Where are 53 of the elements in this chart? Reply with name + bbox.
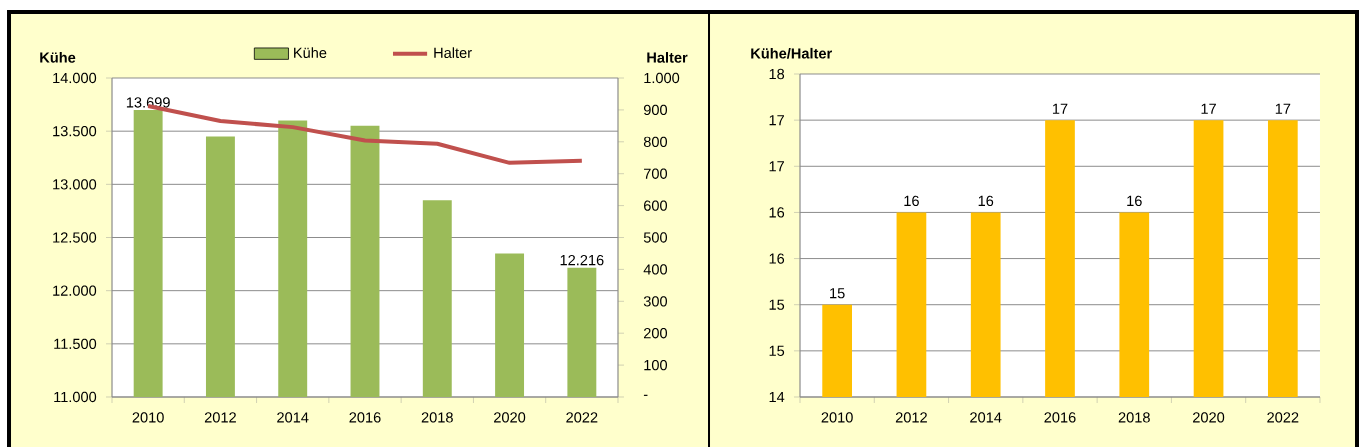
data-label: 16 (904, 195, 919, 207)
y2-tick-label: 700 (644, 168, 668, 179)
y-tick-label: 14 (769, 391, 785, 403)
y2-tick-label: 300 (643, 296, 668, 307)
y2-tick-label: 600 (644, 200, 668, 211)
data-label: 17 (1275, 103, 1291, 114)
y-tick-label: 16 (769, 207, 785, 218)
x-tick-label: 2018 (1118, 412, 1150, 423)
y-tick-label: 15 (769, 299, 785, 310)
x-tick-label: 2020 (494, 412, 526, 423)
y2-tick-label: 900 (643, 104, 668, 116)
y2-tick-label: 100 (644, 359, 668, 371)
legend-label: Kühe (294, 47, 327, 59)
y2-axis-title: Halter (647, 52, 688, 63)
data-label: 16 (1127, 195, 1142, 207)
x-tick-label: 2014 (277, 412, 309, 423)
x-tick-label: 2012 (895, 412, 927, 423)
y-tick-label: 13.500 (53, 126, 97, 137)
y-axis-title: Kühe/Halter (751, 47, 832, 59)
y-tick-label: 14.000 (53, 72, 97, 84)
y2-tick-label: - (643, 394, 648, 396)
y-tick-label: 18 (769, 68, 785, 80)
x-tick-label: 2012 (204, 412, 236, 423)
data-label: 17 (1052, 103, 1068, 114)
data-label: 17 (1201, 103, 1216, 114)
y-tick-label: 15 (769, 345, 785, 356)
y-tick-label: 16 (769, 253, 785, 264)
x-tick-label: 2014 (970, 412, 1002, 423)
y-tick-label: 12.500 (53, 232, 97, 243)
x-tick-label: 2018 (421, 412, 453, 423)
y-tick-label: 12.000 (53, 285, 97, 296)
x-tick-label: 2016 (1044, 412, 1076, 423)
y-axis-title: Kühe (40, 52, 76, 63)
x-tick-label: 2022 (566, 412, 598, 423)
data-label: 12.216 (560, 254, 604, 266)
data-label: 16 (978, 195, 994, 207)
x-tick-label: 2010 (821, 412, 853, 423)
y-tick-label: 11.500 (54, 338, 97, 350)
y2-tick-label: 400 (643, 264, 668, 275)
x-tick-label: 2016 (349, 412, 381, 423)
y2-tick-label: 800 (643, 136, 668, 147)
x-tick-label: 2020 (1193, 412, 1225, 423)
x-tick-label: 2010 (132, 412, 164, 423)
data-label: 15 (830, 288, 845, 299)
y-tick-label: 17 (769, 115, 784, 126)
y-tick-label: 11.000 (54, 391, 97, 403)
x-tick-label: 2022 (1267, 412, 1299, 423)
y-tick-label: 17 (769, 161, 784, 172)
y2-tick-label: 200 (643, 328, 668, 339)
y-tick-label: 13.000 (53, 179, 97, 190)
y2-tick-label: 500 (643, 232, 668, 243)
y2-tick-label: 1.000 (644, 72, 680, 84)
legend-label: Halter (434, 47, 472, 59)
